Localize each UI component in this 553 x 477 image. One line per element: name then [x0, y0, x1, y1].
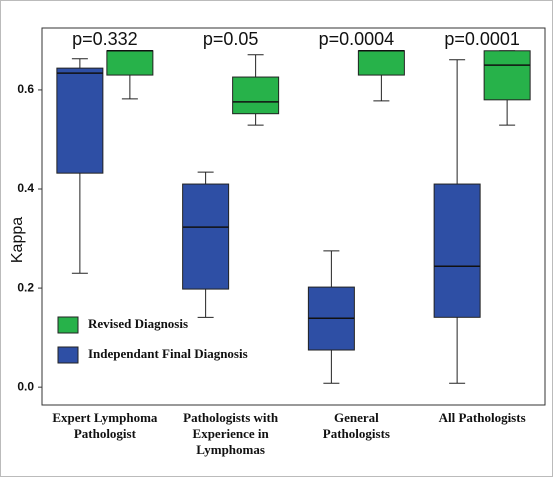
plot-area	[41, 27, 546, 406]
box	[433, 183, 481, 318]
annotation: p=0.332	[72, 29, 138, 49]
x-tick-label: Expert Lymphoma	[52, 410, 158, 425]
x-tick-label: Pathologist	[74, 426, 137, 441]
legend-swatch	[57, 316, 79, 334]
x-tick-label: All Pathologists	[439, 410, 526, 425]
box	[357, 50, 405, 76]
annotation: p=0.05	[203, 29, 259, 49]
legend-label: Independant Final Diagnosis	[88, 346, 248, 361]
legend-label: Revised Diagnosis	[88, 316, 188, 331]
box	[232, 76, 280, 115]
x-tick-label: General	[334, 410, 379, 425]
y-tick-label: 0.4	[17, 181, 34, 195]
x-tick-label: Experience in	[193, 426, 270, 441]
y-tick-label: 0.0	[17, 379, 34, 393]
y-tick-label: 0.6	[17, 82, 34, 96]
annotation: p=0.0001	[444, 29, 520, 49]
box	[182, 183, 230, 290]
box	[483, 50, 531, 101]
x-tick-label: Pathologists	[323, 426, 390, 441]
legend-swatch	[57, 346, 79, 364]
x-tick-label: Pathologists with	[183, 410, 279, 425]
box	[106, 50, 154, 76]
annotation: p=0.0004	[319, 29, 395, 49]
y-axis-label: Kappa	[9, 217, 26, 263]
box	[56, 67, 104, 174]
x-tick-label: Lymphomas	[196, 442, 265, 457]
y-tick-label: 0.2	[17, 280, 34, 294]
